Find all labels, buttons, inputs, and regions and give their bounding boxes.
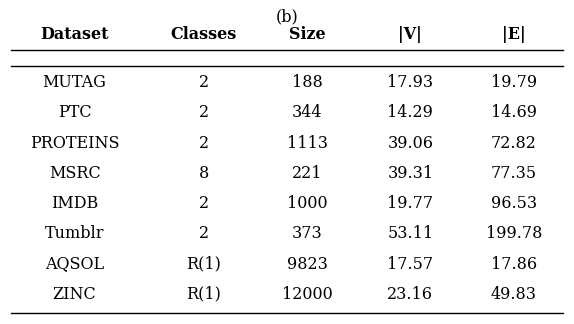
Text: Tumblr: Tumblr [45,225,104,242]
Text: 72.82: 72.82 [491,134,537,152]
Text: 1000: 1000 [287,195,327,212]
Text: IMDB: IMDB [51,195,98,212]
Text: (b): (b) [276,8,298,25]
Text: 17.86: 17.86 [491,256,537,272]
Text: 373: 373 [292,225,323,242]
Text: 39.31: 39.31 [387,165,433,182]
Text: MSRC: MSRC [49,165,100,182]
Text: |E|: |E| [502,26,526,42]
Text: 96.53: 96.53 [491,195,537,212]
Text: 344: 344 [292,104,323,122]
Text: 221: 221 [292,165,323,182]
Text: 19.77: 19.77 [387,195,433,212]
Text: PROTEINS: PROTEINS [30,134,119,152]
Text: R(1): R(1) [187,286,221,303]
Text: 23.16: 23.16 [387,286,433,303]
Text: 8: 8 [199,165,209,182]
Text: Dataset: Dataset [40,26,109,42]
Text: 199.78: 199.78 [486,225,542,242]
Text: 17.57: 17.57 [387,256,433,272]
Text: |V|: |V| [398,26,422,42]
Text: Size: Size [289,26,325,42]
Text: 2: 2 [199,104,209,122]
Text: AQSOL: AQSOL [45,256,104,272]
Text: 2: 2 [199,134,209,152]
Text: R(1): R(1) [187,256,221,272]
Text: 49.83: 49.83 [491,286,537,303]
Text: 17.93: 17.93 [387,74,433,91]
Text: Classes: Classes [170,26,237,42]
Text: PTC: PTC [58,104,91,122]
Text: 2: 2 [199,195,209,212]
Text: 1113: 1113 [286,134,328,152]
Text: 19.79: 19.79 [491,74,537,91]
Text: ZINC: ZINC [53,286,96,303]
Text: 2: 2 [199,225,209,242]
Text: 14.29: 14.29 [387,104,433,122]
Text: 77.35: 77.35 [491,165,537,182]
Text: 14.69: 14.69 [491,104,537,122]
Text: MUTAG: MUTAG [42,74,107,91]
Text: 9823: 9823 [286,256,328,272]
Text: 2: 2 [199,74,209,91]
Text: 39.06: 39.06 [387,134,433,152]
Text: 53.11: 53.11 [387,225,433,242]
Text: 188: 188 [292,74,323,91]
Text: 12000: 12000 [282,286,332,303]
